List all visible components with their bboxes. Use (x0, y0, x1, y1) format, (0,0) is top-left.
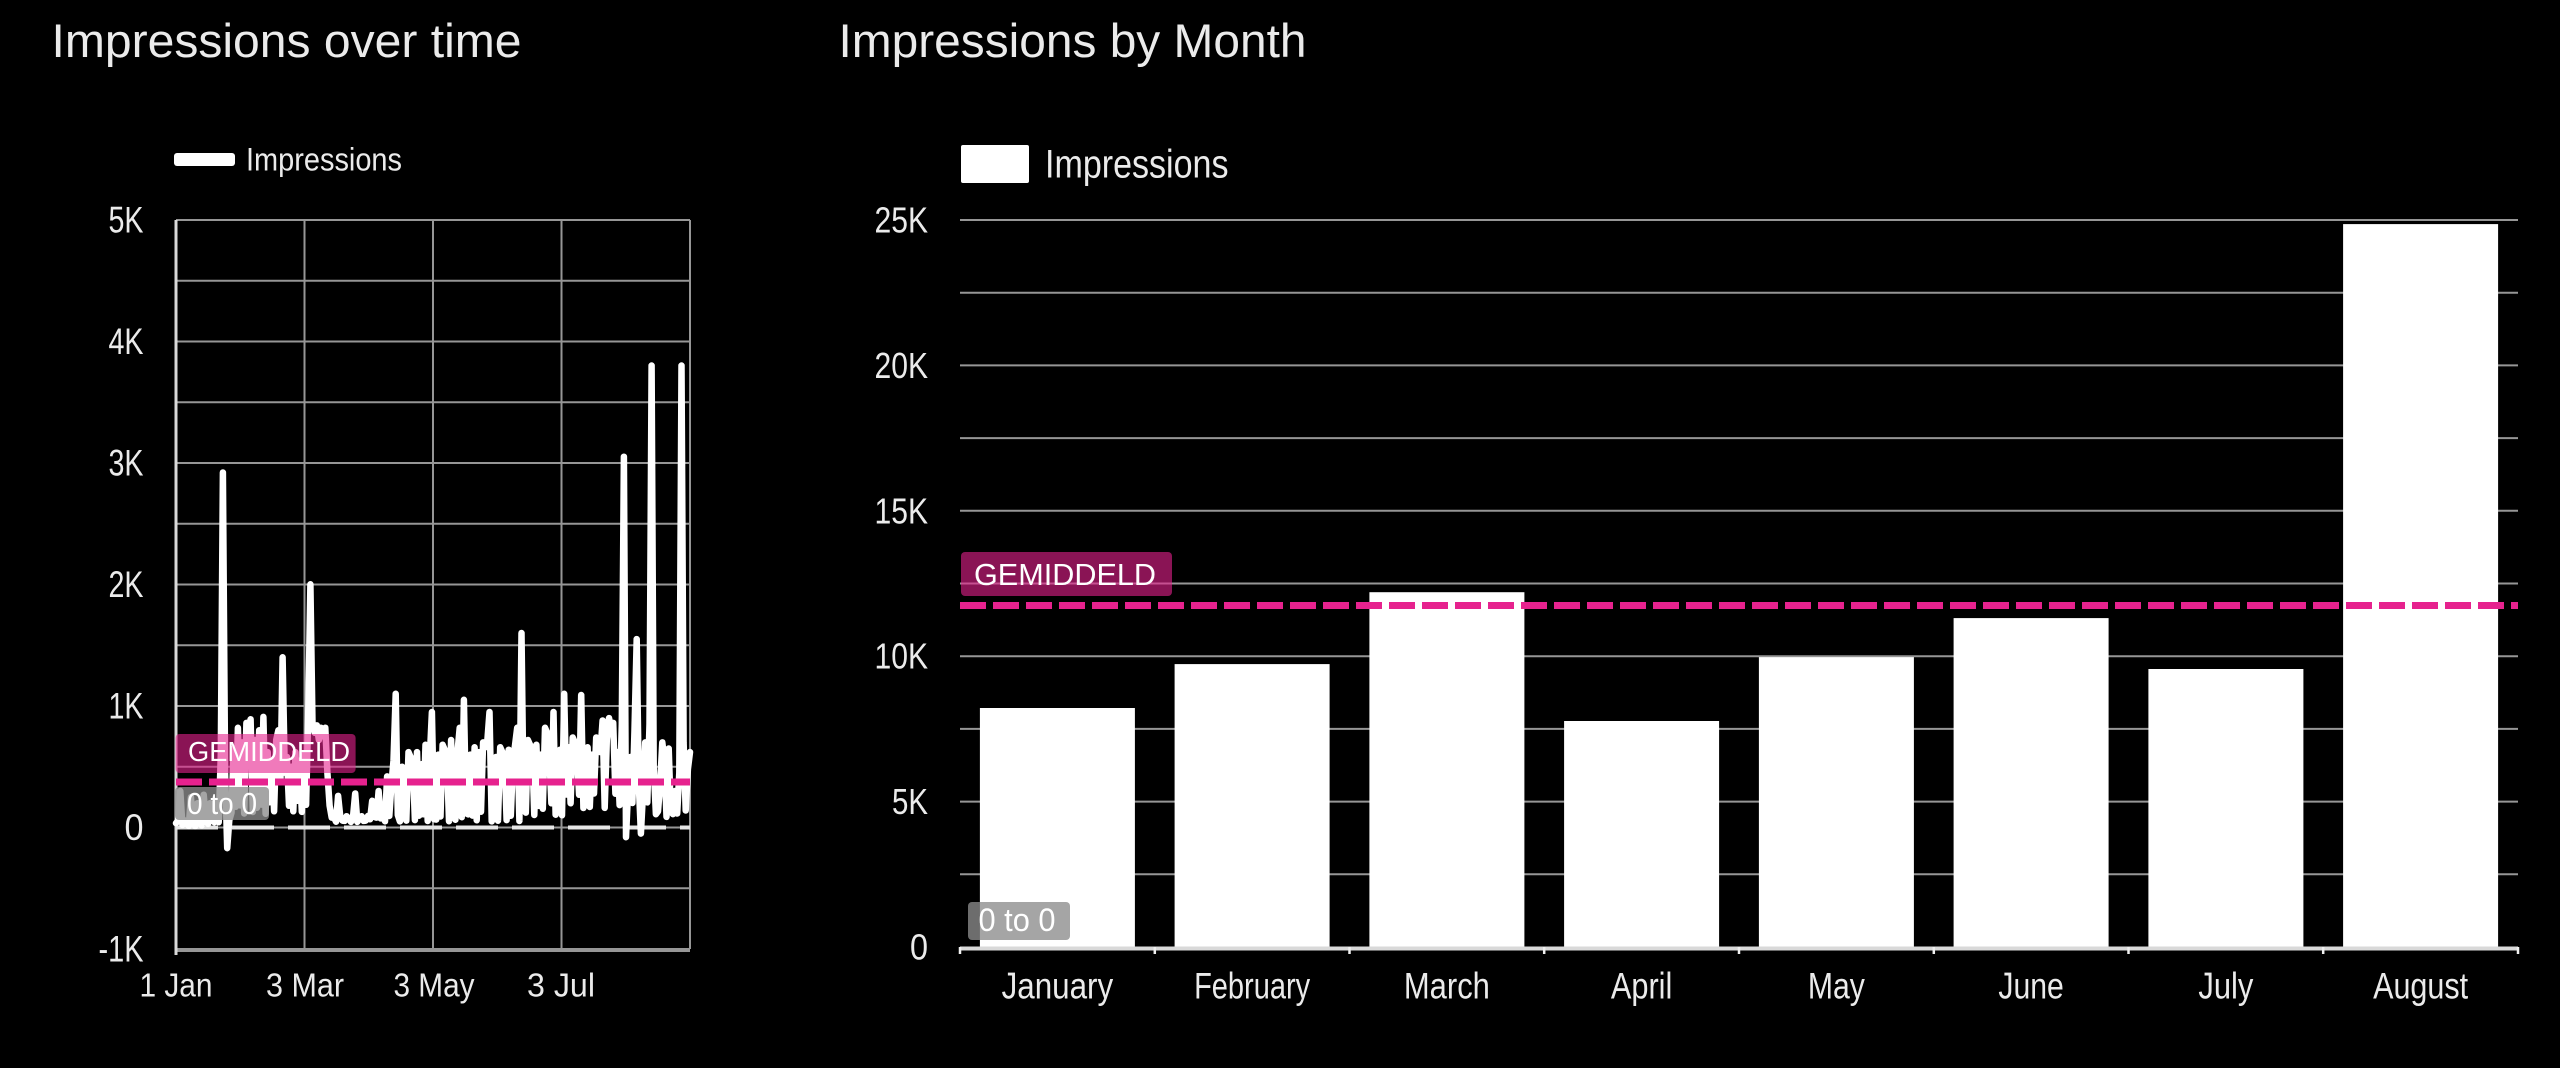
svg-text:0 to 0: 0 to 0 (187, 786, 257, 821)
svg-text:3K: 3K (109, 443, 144, 484)
svg-text:1 Jan: 1 Jan (140, 967, 213, 1004)
svg-text:May: May (1808, 965, 1865, 1006)
svg-text:August: August (2373, 965, 2469, 1006)
svg-text:-1K: -1K (99, 929, 144, 970)
svg-text:25K: 25K (875, 200, 929, 241)
svg-text:Impressions: Impressions (1045, 143, 1229, 187)
svg-text:0: 0 (125, 807, 144, 848)
svg-text:January: January (1002, 965, 1114, 1006)
svg-text:20K: 20K (875, 345, 929, 386)
svg-text:2K: 2K (109, 564, 144, 605)
svg-text:Impressions: Impressions (246, 142, 402, 178)
svg-text:3 Jul: 3 Jul (527, 967, 595, 1004)
svg-text:April: April (1611, 965, 1673, 1006)
svg-text:March: March (1404, 965, 1490, 1006)
svg-text:February: February (1194, 965, 1310, 1006)
svg-text:3 May: 3 May (394, 967, 475, 1004)
svg-text:3 Mar: 3 Mar (266, 967, 344, 1004)
svg-text:0 to 0: 0 to 0 (979, 902, 1056, 938)
svg-text:GEMIDDELD: GEMIDDELD (188, 736, 350, 767)
svg-text:5K: 5K (892, 781, 928, 822)
svg-text:July: July (2198, 965, 2253, 1006)
svg-text:10K: 10K (875, 636, 929, 677)
svg-text:Impressions over time: Impressions over time (52, 15, 522, 68)
svg-text:5K: 5K (109, 200, 144, 241)
svg-text:June: June (1998, 965, 2064, 1006)
svg-text:4K: 4K (109, 321, 144, 362)
svg-text:Impressions by Month: Impressions by Month (839, 15, 1307, 68)
svg-text:GEMIDDELD: GEMIDDELD (974, 558, 1156, 592)
svg-text:1K: 1K (109, 686, 144, 727)
svg-text:15K: 15K (875, 490, 929, 531)
svg-text:0: 0 (910, 927, 928, 968)
